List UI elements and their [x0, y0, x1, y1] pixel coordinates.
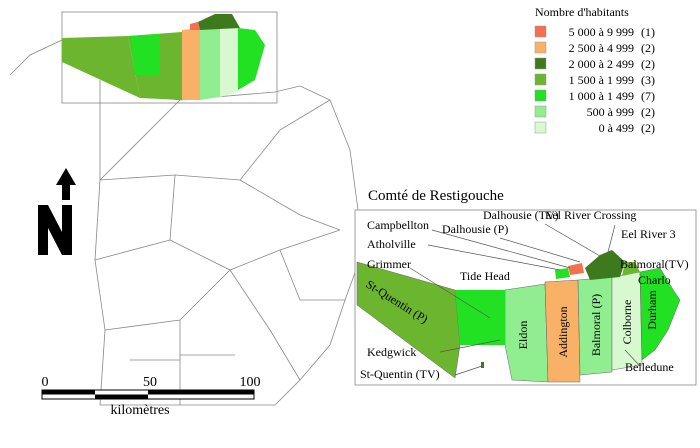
region-label: Durham: [645, 290, 659, 330]
inset-title: Comté de Restigouche: [368, 188, 504, 204]
scale-unit: kilomètres: [110, 403, 169, 418]
legend-range: 1 000 à 1 499: [569, 89, 634, 103]
legend-title: Nombre d'habitants: [535, 5, 629, 19]
place-label: Balmoral(TV): [620, 257, 689, 271]
leader-lines: [409, 223, 641, 376]
leader: [427, 244, 561, 271]
small-region: [555, 268, 570, 279]
legend-range: 0 à 499: [599, 121, 634, 135]
place-label: Kedgwick: [367, 345, 416, 359]
scale-tick-label: 0: [42, 375, 49, 390]
overview-region: [190, 22, 200, 30]
legend-count: (2): [641, 121, 655, 135]
small-region: [585, 250, 625, 280]
scale-bar: [41, 389, 255, 400]
place-label: Grimmer: [367, 257, 411, 271]
legend-range: 2 500 à 4 999: [569, 41, 634, 55]
overview-region: [220, 28, 238, 97]
legend-range: 2 000 à 2 499: [569, 57, 634, 71]
legend-count: (2): [641, 105, 655, 119]
legend-swatch: [534, 25, 547, 38]
place-label: Eel River Crossing: [545, 208, 636, 222]
overview-region: [130, 34, 160, 75]
place-label: Charlo: [638, 273, 671, 287]
overview-region: [238, 28, 265, 90]
legend-range: 1 500 à 1 999: [569, 73, 634, 87]
leader: [607, 224, 616, 253]
legend-swatch: [534, 57, 547, 70]
legend-range: 500 à 999: [587, 105, 634, 119]
scale-tick-label: 50: [143, 375, 157, 390]
overview-region: [182, 28, 200, 100]
legend-count: (7): [641, 89, 655, 103]
region: [544, 279, 581, 383]
arrow: [56, 168, 76, 200]
legend-swatch: [534, 121, 547, 134]
leader: [454, 365, 483, 376]
scale-tick-label: 100: [240, 375, 261, 390]
legend-swatch: [534, 89, 547, 102]
scale-segment: [95, 394, 148, 399]
place-label: Campbellton: [367, 218, 429, 232]
place-label: Eel River 3: [621, 227, 676, 241]
region: [356, 261, 461, 379]
overview-regions: [62, 14, 265, 100]
place-label: St-Quentin (TV): [360, 367, 440, 381]
place-label: Dalhousie (TV): [483, 208, 559, 222]
inset-regions: [356, 261, 681, 383]
overview-region: [200, 28, 220, 100]
legend-swatch: [534, 73, 547, 86]
overview-region: [198, 14, 240, 30]
place-label: Tide Head: [460, 269, 510, 283]
overview-region: [62, 36, 140, 98]
county-lines: [94, 99, 345, 405]
leader: [431, 229, 571, 269]
scale-segment: [42, 390, 95, 395]
region-label: Eldon: [516, 321, 530, 350]
north-arrow: [38, 168, 76, 255]
leader: [499, 237, 581, 263]
legend-count: (2): [641, 41, 655, 55]
region-label: Balmoral (P): [589, 294, 603, 356]
leader: [544, 223, 601, 257]
small-region: [622, 262, 640, 276]
legend-swatch: [534, 41, 547, 54]
region-label: Addington: [556, 306, 570, 357]
small-region: [481, 362, 484, 368]
place-label: Belledune: [625, 360, 674, 374]
legend-range: 5 000 à 9 999: [569, 25, 634, 39]
legend-count: (2): [641, 57, 655, 71]
north-letter: [38, 205, 72, 255]
place-label: Atholville: [367, 237, 416, 251]
legend-count: (3): [641, 73, 655, 87]
legend-count: (1): [641, 25, 655, 39]
legend-swatch: [534, 105, 547, 118]
scale-segment: [148, 390, 254, 395]
leader: [409, 267, 491, 319]
unnamed-region: [455, 290, 505, 345]
labels: Nombre d'habitants Comté de Restigouche …: [42, 5, 689, 418]
region: [639, 267, 681, 361]
region-label: Colborne: [620, 300, 634, 345]
leader: [439, 339, 501, 353]
leader: [624, 349, 641, 367]
place-label: Dalhousie (P): [442, 222, 508, 236]
small-region: [568, 263, 584, 275]
